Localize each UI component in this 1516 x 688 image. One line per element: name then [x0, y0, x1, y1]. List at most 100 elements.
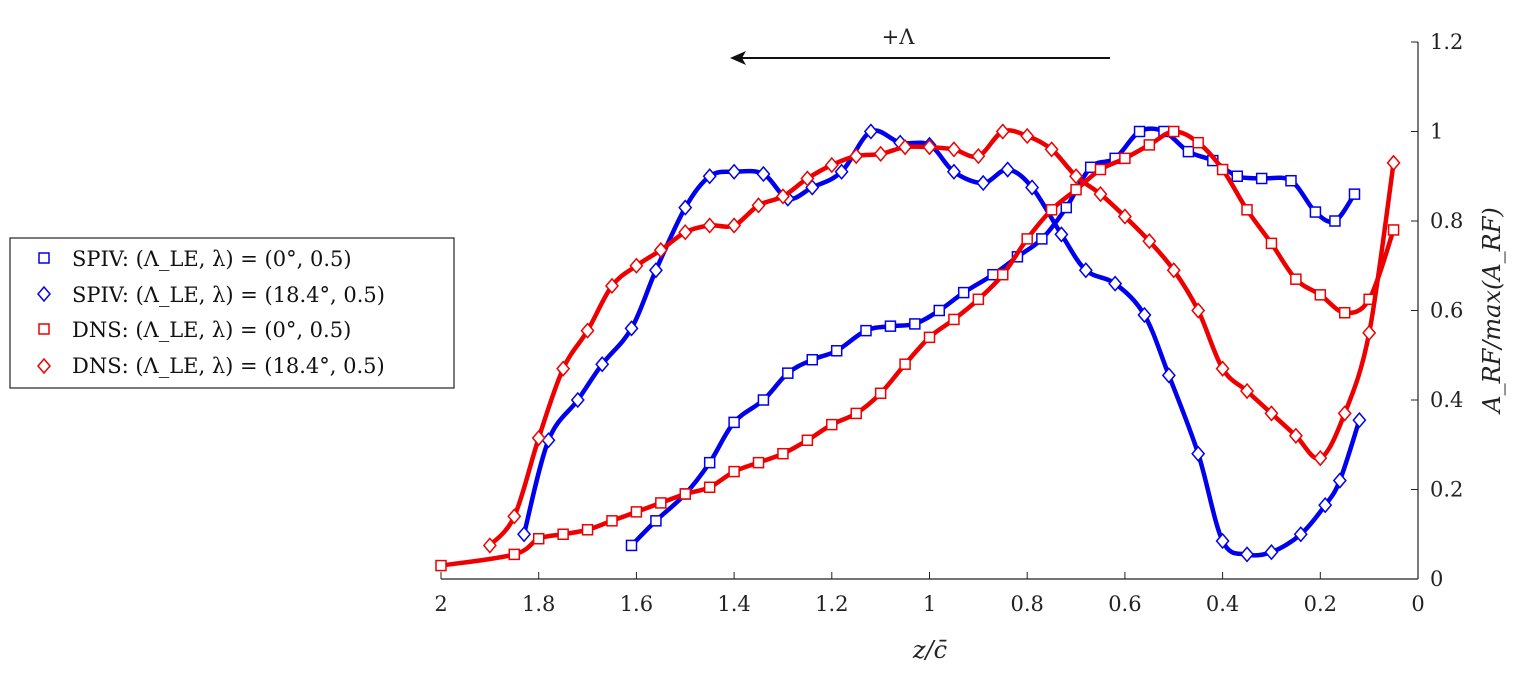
- series-line: [521, 128, 1362, 558]
- data-point-marker: [1265, 237, 1278, 250]
- annotation-layer: +Λ: [730, 25, 1110, 65]
- data-point-marker: [435, 559, 447, 572]
- data-point-marker: [801, 434, 814, 447]
- data-point-marker: [830, 345, 843, 357]
- data-point-marker: [834, 163, 849, 180]
- data-point-marker: [678, 224, 693, 241]
- data-point-marker: [909, 318, 921, 330]
- series-line: [438, 129, 1396, 568]
- data-point-marker: [625, 539, 638, 552]
- data-point-marker: [1166, 262, 1181, 279]
- data-point-marker: [756, 165, 771, 183]
- x-tick-label: 0: [1411, 592, 1424, 616]
- x-tick-label: 1.4: [717, 592, 750, 616]
- data-point-marker: [1036, 233, 1048, 245]
- data-point-marker: [800, 170, 815, 187]
- data-point-marker: [1070, 183, 1082, 196]
- data-point-marker: [997, 268, 1009, 281]
- x-tick-label: 1.6: [620, 592, 653, 616]
- series-1: [625, 125, 1361, 552]
- data-point-marker: [1362, 324, 1377, 342]
- data-point-marker: [728, 416, 740, 429]
- data-point-marker: [1318, 497, 1333, 514]
- data-point-marker: [1078, 262, 1093, 279]
- x-tick-label: 2: [434, 592, 447, 616]
- data-point-marker: [1285, 174, 1297, 187]
- data-point-marker: [1240, 382, 1255, 400]
- data-point-marker: [1168, 125, 1180, 138]
- data-point-marker: [624, 320, 639, 337]
- data-point-marker: [507, 508, 522, 525]
- data-point-marker: [1021, 233, 1033, 245]
- legend-item: SPIV: (Λ_LE, λ) = (18.4°, 0.5): [37, 283, 385, 307]
- data-point-marker: [1216, 163, 1229, 176]
- y-tick-label: 0.6: [1430, 299, 1463, 323]
- data-point-marker: [860, 324, 872, 337]
- legend-label: SPIV: (Λ_LE, λ) = (18.4°, 0.5): [72, 283, 385, 307]
- y-tick-label: 0.4: [1430, 388, 1463, 412]
- data-point-marker: [1314, 289, 1327, 301]
- data-point-marker: [957, 286, 970, 299]
- data-point-marker: [1093, 185, 1108, 203]
- data-point-marker: [703, 481, 716, 494]
- data-point-marker: [995, 123, 1010, 140]
- data-point-marker: [1060, 201, 1073, 214]
- data-point-marker: [922, 139, 937, 156]
- data-point-marker: [1215, 360, 1230, 377]
- data-point-marker: [1337, 405, 1352, 422]
- data-point-marker: [752, 456, 765, 469]
- data-point-marker: [899, 358, 911, 370]
- data-point-marker: [517, 526, 532, 543]
- data-point-marker: [1069, 168, 1084, 185]
- data-point-marker: [581, 524, 594, 536]
- data-point-marker: [1192, 136, 1204, 149]
- legend-box: [9, 237, 455, 389]
- data-point-marker: [532, 532, 545, 545]
- data-point-marker: [630, 506, 643, 518]
- data-point-marker: [557, 528, 569, 540]
- data-point-marker: [595, 356, 610, 373]
- data-point-marker: [678, 199, 693, 216]
- data-point-marker: [898, 139, 913, 156]
- data-point-marker: [1161, 367, 1176, 384]
- y-tick-label: 0.2: [1430, 478, 1463, 502]
- data-point-marker: [976, 174, 991, 192]
- data-point-marker: [702, 168, 717, 185]
- series-4: [482, 123, 1401, 554]
- x-tick-label: 0.8: [1010, 592, 1043, 616]
- data-point-marker: [1045, 204, 1058, 216]
- data-point-marker: [1348, 188, 1361, 200]
- data-point-marker: [1240, 546, 1255, 563]
- data-point-marker: [806, 353, 819, 366]
- y-tick-label: 1: [1430, 120, 1443, 144]
- data-point-marker: [727, 217, 742, 234]
- series-3: [435, 125, 1400, 572]
- data-point-marker: [1264, 543, 1279, 561]
- data-point-marker: [849, 147, 864, 165]
- data-point-marker: [923, 331, 936, 344]
- data-point-marker: [1117, 208, 1132, 225]
- data-point-marker: [1241, 204, 1253, 216]
- data-point-marker: [933, 304, 946, 317]
- x-tick-label: 0.6: [1108, 592, 1141, 616]
- data-point-marker: [884, 320, 897, 332]
- data-point-marker: [775, 188, 790, 205]
- data-point-marker: [1094, 163, 1107, 176]
- data-point-marker: [1255, 172, 1268, 185]
- data-point-marker: [1025, 179, 1040, 196]
- legend-item: DNS: (Λ_LE, λ) = (18.4°, 0.5): [37, 354, 385, 378]
- legend-label: SPIV: (Λ_LE, λ) = (0°, 0.5): [72, 247, 352, 271]
- data-point-marker: [1231, 170, 1244, 182]
- data-point-marker: [863, 123, 878, 140]
- data-point-marker: [1182, 145, 1195, 158]
- data-point-marker: [570, 391, 585, 409]
- y-tick-label: 0.8: [1430, 209, 1463, 233]
- arrow-head-icon: [730, 51, 746, 65]
- data-point-marker: [782, 367, 794, 379]
- data-point-marker: [874, 387, 887, 400]
- legend: SPIV: (Λ_LE, λ) = (0°, 0.5) SPIV: (Λ_LE,…: [9, 237, 455, 389]
- data-point-marker: [948, 313, 960, 326]
- data-point-marker: [946, 163, 961, 180]
- data-point-marker: [655, 497, 667, 509]
- data-point-marker: [751, 197, 766, 214]
